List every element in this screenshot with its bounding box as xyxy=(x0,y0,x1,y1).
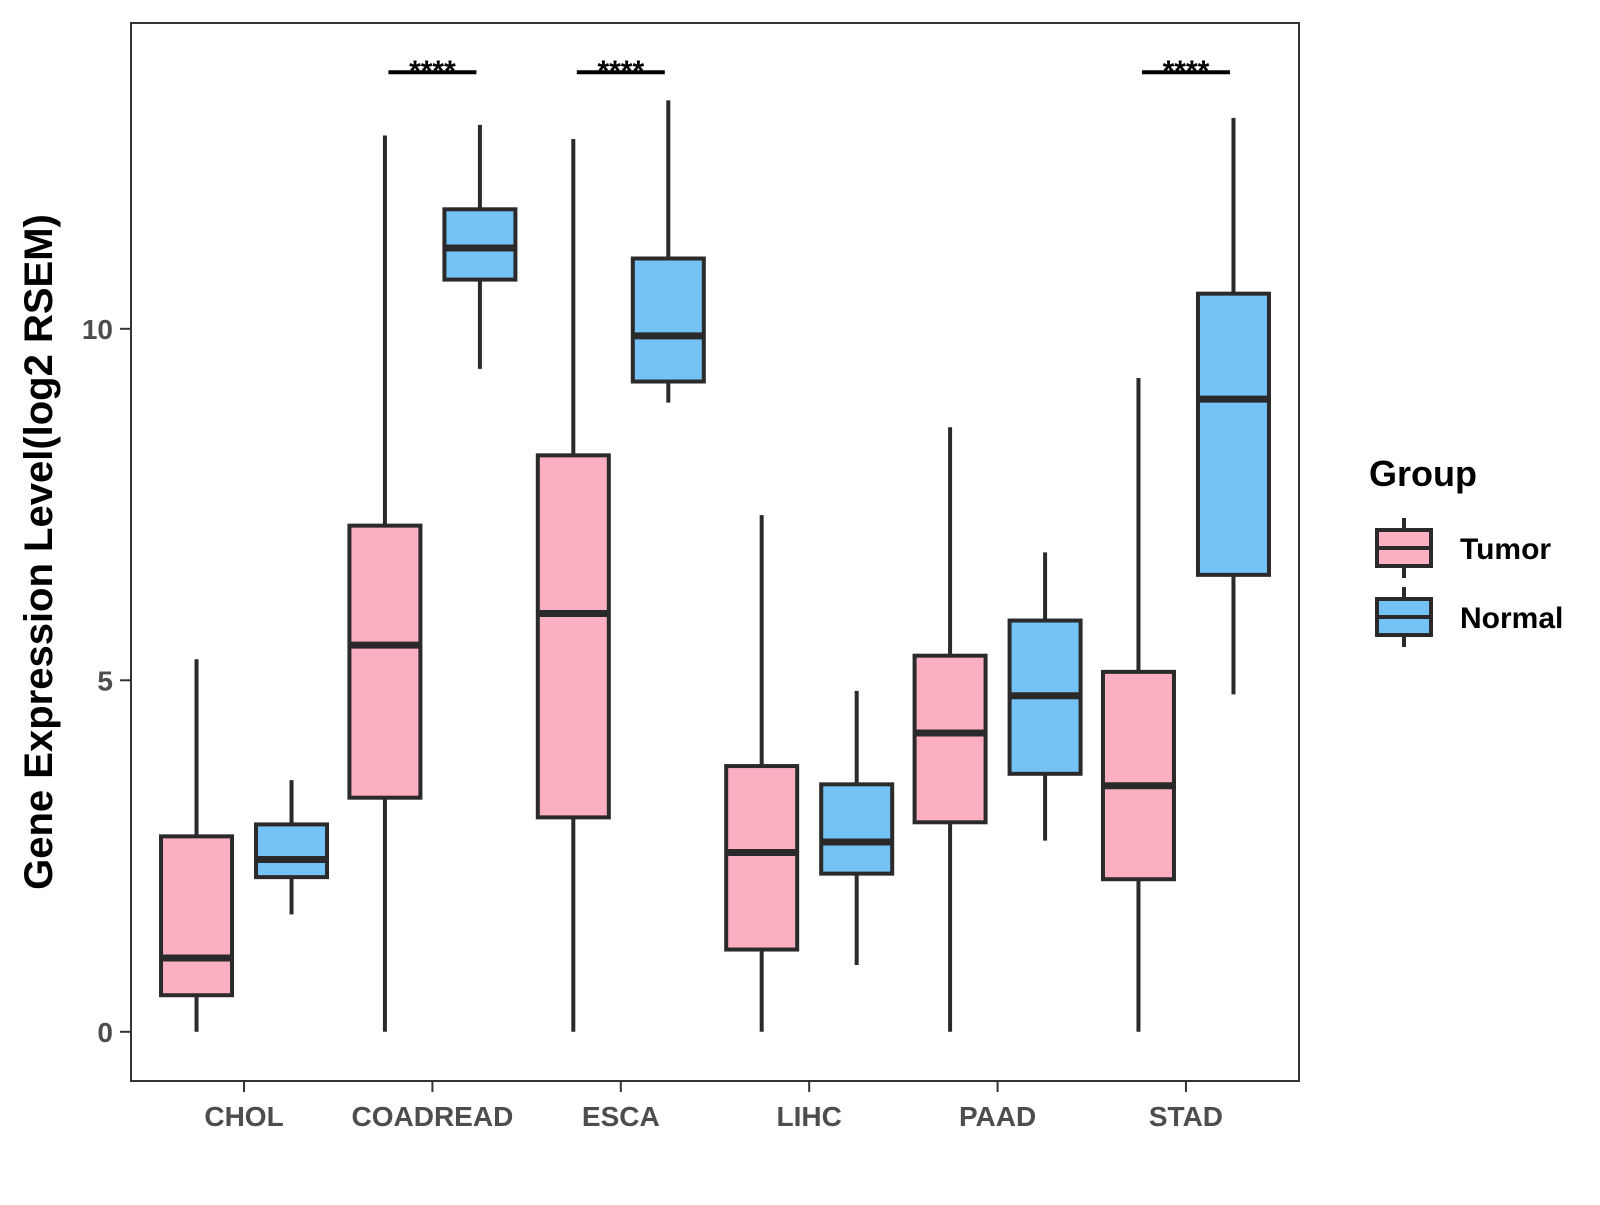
y-tick-label-0: 0 xyxy=(97,1017,113,1048)
box-paad-tumor xyxy=(912,653,988,825)
box-coadread-normal xyxy=(442,207,518,282)
legend: Group Tumor Normal xyxy=(1369,453,1563,647)
legend-label-normal: Normal xyxy=(1460,602,1563,635)
x-tick-label-esca: ESCA xyxy=(582,1101,660,1132)
box-lihc-tumor xyxy=(724,764,800,952)
legend-label-tumor: Tumor xyxy=(1460,533,1551,566)
box-esca-normal xyxy=(630,256,706,384)
significance-label-esca: **** xyxy=(597,55,644,88)
significance-label-coadread: **** xyxy=(409,55,456,88)
legend-title: Group xyxy=(1369,453,1477,494)
y-tick-label-10: 10 xyxy=(82,314,113,345)
box-chol-normal xyxy=(254,822,330,880)
box-esca-tumor xyxy=(535,453,611,820)
box-chol-tumor xyxy=(159,834,235,998)
x-tick-label-paad: PAAD xyxy=(959,1101,1036,1132)
y-tick-label-5: 5 xyxy=(97,665,113,696)
x-tick-label-lihc: LIHC xyxy=(777,1101,842,1132)
box-stad-normal xyxy=(1195,291,1271,577)
box-coadread-tumor xyxy=(347,523,423,800)
x-tick-label-coadread: COADREAD xyxy=(352,1101,514,1132)
significance-label-stad: **** xyxy=(1163,55,1210,88)
x-tick-label-stad: STAD xyxy=(1149,1101,1223,1132)
plot-panel-border xyxy=(130,22,1300,1082)
x-tick-label-chol: CHOL xyxy=(204,1101,283,1132)
y-axis-title: Gene Expression Level(log2 RSEM) xyxy=(17,214,61,890)
box-stad-tumor xyxy=(1100,669,1176,882)
box-lihc-normal xyxy=(819,782,895,876)
